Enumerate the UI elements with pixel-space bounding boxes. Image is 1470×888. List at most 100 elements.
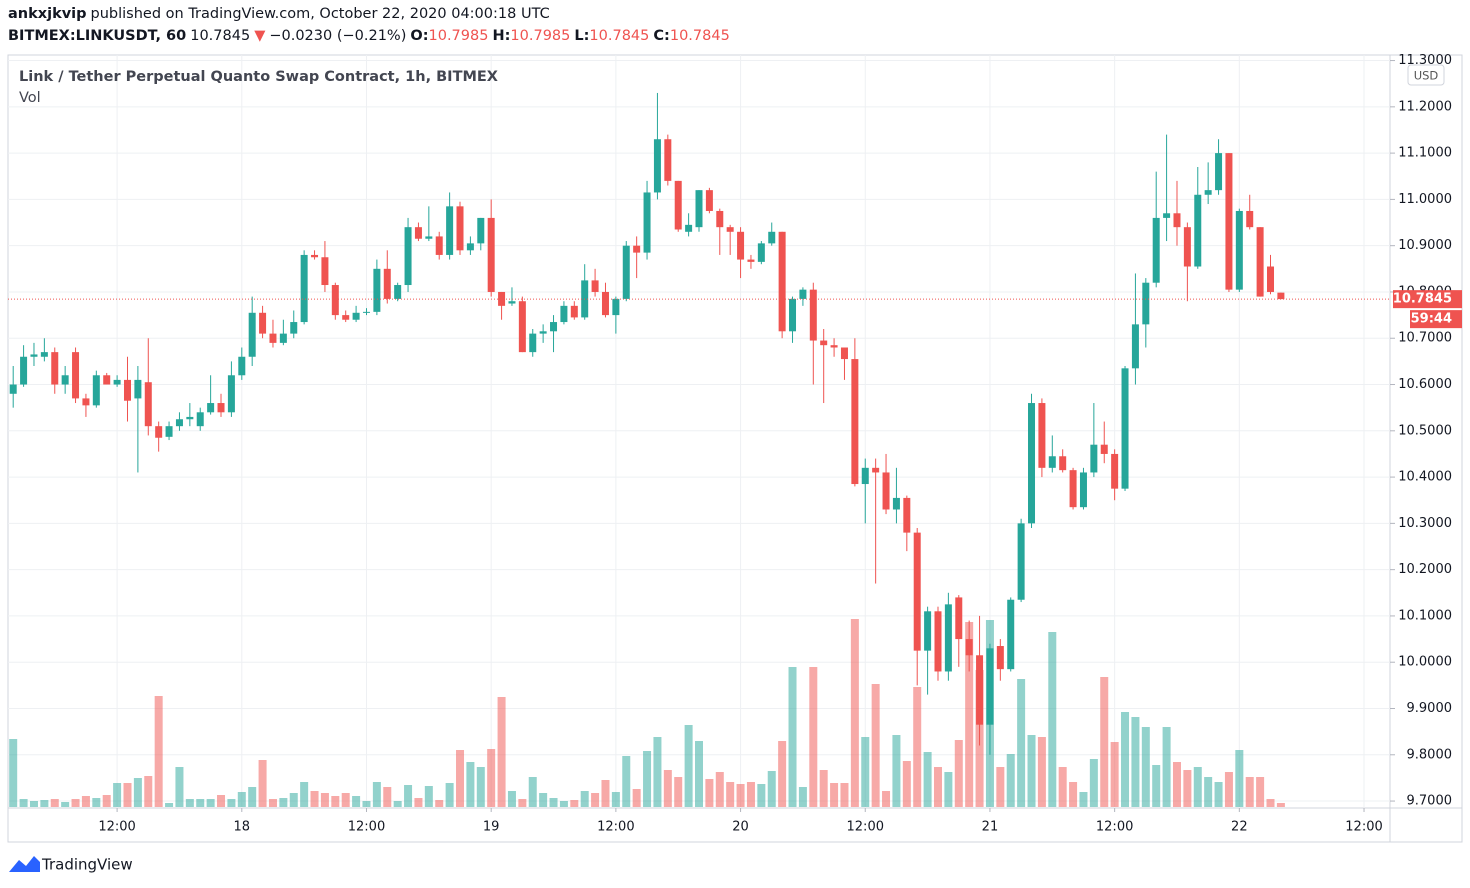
volume-bar	[1017, 679, 1026, 807]
volume-bar	[840, 783, 849, 807]
volume-bar	[830, 783, 839, 807]
candle-body	[976, 655, 984, 725]
volume-bar	[933, 767, 942, 807]
candle-body	[1059, 456, 1067, 471]
candle-body	[92, 375, 100, 406]
candle-body	[664, 139, 672, 181]
volume-bar	[902, 761, 911, 807]
ohlc-key: H:	[492, 28, 511, 44]
unit-box	[1407, 64, 1445, 86]
y-tick-label: 11.3000	[1398, 53, 1452, 68]
volume-bar	[1162, 727, 1171, 807]
ohlc-value: 10.7985	[510, 28, 571, 44]
candle-body	[996, 646, 1004, 670]
volume-bar	[1152, 765, 1161, 807]
volume-bar	[362, 801, 371, 807]
candle-body	[716, 210, 724, 228]
y-tick-label: 10.6000	[1398, 377, 1452, 392]
volume-bar	[196, 799, 205, 807]
volume-bar	[684, 725, 693, 807]
candle-body	[134, 379, 142, 399]
volume-bar	[591, 793, 600, 807]
candle-body	[809, 289, 817, 341]
candle-body	[872, 467, 880, 473]
candle-body	[331, 285, 339, 316]
volume-bars	[9, 619, 1285, 807]
candle-body	[1142, 282, 1150, 325]
volume-bar	[50, 799, 59, 807]
ohlc-value: 10.7985	[428, 28, 489, 44]
y-tick-label: 10.0000	[1398, 655, 1452, 670]
volume-bar	[393, 801, 402, 807]
candle-body	[196, 412, 204, 427]
volume-bar	[601, 780, 610, 807]
y-tick-label: 10.4000	[1398, 470, 1452, 485]
volume-bar	[788, 667, 797, 807]
candle-body	[768, 231, 776, 244]
volume-bar	[622, 756, 631, 807]
volume-bar	[175, 767, 184, 807]
candle-body	[1038, 403, 1046, 468]
x-tick-label: 12:00	[597, 820, 634, 835]
candle-body	[51, 352, 59, 385]
candle-body	[799, 289, 807, 299]
candle-body	[362, 311, 370, 313]
volume-bar	[1214, 782, 1223, 807]
candle-body	[466, 243, 474, 251]
candle-body	[175, 419, 183, 427]
last: 10.7845	[190, 28, 251, 44]
candle-body	[892, 497, 900, 510]
candle-body	[414, 227, 422, 239]
volume-bar	[258, 760, 267, 807]
candle-body	[1235, 210, 1243, 290]
candle-body	[757, 243, 765, 262]
candle-body	[1111, 453, 1119, 489]
candle-body	[20, 356, 28, 385]
y-tick-label: 10.5000	[1398, 423, 1452, 438]
volume-bar	[798, 787, 807, 807]
volume-bar	[1121, 712, 1130, 807]
candle-body	[1079, 472, 1087, 508]
volume-bar	[528, 777, 537, 807]
volume-bar	[154, 696, 163, 807]
candle-body	[61, 375, 69, 385]
volume-bar	[341, 793, 350, 807]
symbol: BITMEX:LINKUSDT, 60	[8, 28, 187, 44]
candle-body	[529, 333, 537, 353]
candle-body	[30, 354, 38, 357]
volume-bar	[133, 778, 142, 807]
volume-bar	[320, 793, 329, 807]
x-tick-label: 12:00	[98, 820, 135, 835]
volume-bar	[726, 782, 735, 807]
candle-body	[840, 347, 848, 360]
candle-body	[674, 180, 682, 230]
volume-bar	[871, 684, 880, 807]
volume-bar	[954, 740, 963, 807]
candle-body	[165, 426, 173, 437]
volume-bar	[435, 800, 444, 807]
candle-body	[705, 190, 713, 211]
volume-bar	[40, 800, 49, 807]
candle-body	[570, 305, 578, 318]
volume-bar	[882, 791, 891, 807]
volume-bar	[1183, 770, 1192, 807]
volume-bar	[227, 799, 236, 807]
candle-body	[227, 375, 235, 413]
candle-body	[1152, 217, 1160, 283]
unit-label: USD	[1414, 69, 1439, 83]
x-tick-label: 22	[1231, 820, 1248, 835]
volume-bar	[1069, 782, 1078, 807]
candle-body	[1163, 213, 1171, 218]
candle-body	[1225, 153, 1233, 290]
candle-body	[487, 217, 495, 292]
volume-bar	[1141, 727, 1150, 807]
candle-body	[259, 312, 267, 334]
candle-body	[207, 403, 215, 413]
candle-body	[435, 236, 443, 255]
candle-body	[1183, 227, 1191, 267]
volume-bar	[1058, 767, 1067, 807]
volume-bar	[19, 799, 28, 807]
x-tick-label: 20	[732, 820, 749, 835]
x-tick-label: 12:00	[1096, 820, 1133, 835]
candle-body	[425, 236, 433, 239]
